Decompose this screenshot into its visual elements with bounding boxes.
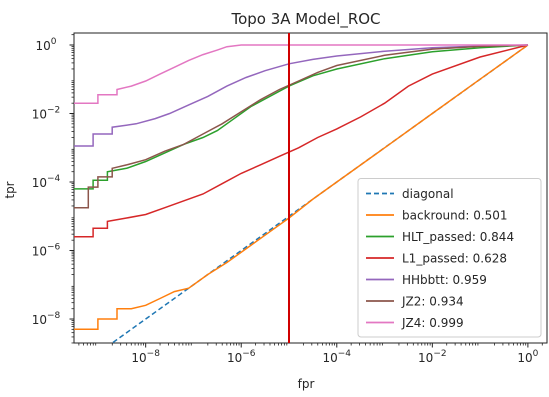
x-tick-label-exponent: −8 [147,349,161,359]
series-line-4 [74,45,528,146]
x-tick-label-base: 10 [227,351,242,365]
x-tick-label-exponent: 0 [533,349,539,359]
x-tick-label: 10−6 [227,349,256,365]
x-tick-label: 10−2 [418,349,447,365]
legend: diagonal backround: 0.501 HLT_passed: 0.84… [358,179,541,338]
legend-label-5: JZ2: 0.934 [401,295,464,309]
y-axis-label: tpr [3,181,17,198]
y-tick-label: 100 [35,37,56,53]
plot-layer: 10−8 10−6 10−4 10−2 10010010−210−410−610−8di… [32,33,547,370]
x-tick-label-base: 10 [131,351,146,365]
y-tick-label-base: 10 [35,39,50,53]
y-tick-label: 10−4 [32,174,61,190]
y-tick-label-exponent: −2 [47,105,60,115]
legend-label-6: JZ4: 0.999 [401,316,464,330]
x-tick-label-base: 10 [517,351,532,365]
legend-label-3: L1_passed: 0.628 [402,252,507,266]
y-tick-label-base: 10 [32,176,47,190]
legend-label-1: backround: 0.501 [402,209,508,223]
y-tick-label: 10−6 [32,243,61,259]
x-tick-label: 10−4 [322,349,351,365]
x-tick-label-exponent: −4 [338,349,352,359]
y-tick-label-base: 10 [32,107,47,121]
x-tick-label: 10−8 [131,349,160,365]
y-tick-label-exponent: 0 [51,37,57,47]
x-tick-label: 100 [517,349,538,365]
x-tick-label-exponent: −6 [242,349,256,359]
chart-title: Topo 3A Model_ROC [230,10,380,29]
y-tick-label: 10−8 [32,311,61,327]
x-axis-label: fpr [298,377,315,391]
legend-label-0: diagonal [402,187,454,201]
x-tick-label-exponent: −2 [433,349,446,359]
y-tick-label: 10−2 [32,105,61,121]
y-tick-label-exponent: −6 [47,243,61,253]
legend-label-4: HHbbtt: 0.959 [402,273,487,287]
legend-label-2: HLT_passed: 0.844 [402,230,514,244]
y-tick-label-base: 10 [32,313,47,327]
y-tick-label-base: 10 [32,245,47,259]
series-line-2 [74,45,528,189]
y-tick-label-exponent: −4 [47,174,61,184]
y-tick-label-exponent: −8 [47,311,61,321]
x-tick-label-base: 10 [322,351,337,365]
x-tick-label-base: 10 [418,351,433,365]
